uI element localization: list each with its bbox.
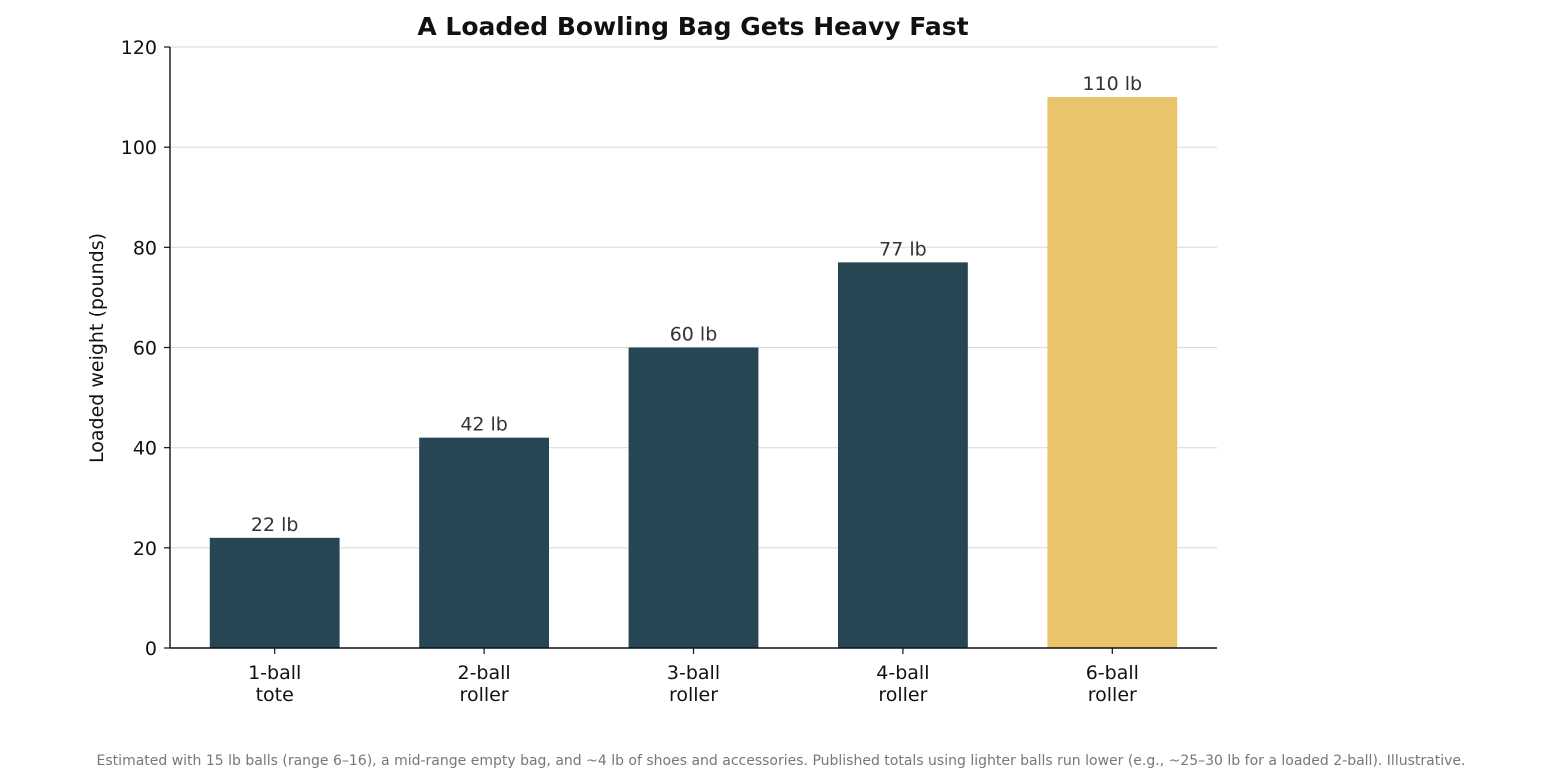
bar-value-label: 60 lb [670,324,718,346]
y-tick-label: 40 [133,438,157,460]
x-tick-label: roller [460,684,509,706]
y-tick-label: 60 [133,338,157,360]
x-tick-label: 3-ball [667,662,720,684]
x-tick-label: roller [1088,684,1137,706]
bars [209,97,1178,649]
x-axis-ticks: 1-balltote2-ballroller3-ballroller4-ball… [248,648,1139,706]
chart-title: A Loaded Bowling Bag Gets Heavy Fast [417,12,968,41]
bar-5 [1047,97,1178,649]
x-tick-label: 4-ball [876,662,929,684]
bar-value-label: 110 lb [1082,73,1142,95]
footnote: Estimated with 15 lb balls (range 6–16),… [97,753,1466,769]
x-tick-label: 6-ball [1086,662,1139,684]
x-tick-label: 2-ball [457,662,510,684]
y-tick-label: 80 [133,237,157,259]
bar-value-label: 42 lb [460,414,508,436]
y-axis-label: Loaded weight (pounds) [86,233,108,463]
y-tick-label: 100 [121,137,157,159]
y-tick-label: 0 [145,638,157,660]
bar-1 [209,537,340,648]
x-tick-label: roller [669,684,718,706]
y-tick-label: 20 [133,538,157,560]
bar-value-label: 22 lb [251,514,299,536]
bar-value-label: 77 lb [879,238,927,260]
y-axis-ticks: 0 20 40 60 80 100 120 [121,37,170,660]
bar-2 [419,437,550,648]
x-tick-label: roller [878,684,927,706]
bar-4 [837,262,968,648]
bar-value-labels: 22 lb 42 lb 60 lb 77 lb 110 lb [251,73,1142,536]
y-tick-label: 120 [121,37,157,59]
x-tick-label: 1-ball [248,662,301,684]
bar-3 [628,347,759,648]
x-tick-label: tote [256,684,294,706]
